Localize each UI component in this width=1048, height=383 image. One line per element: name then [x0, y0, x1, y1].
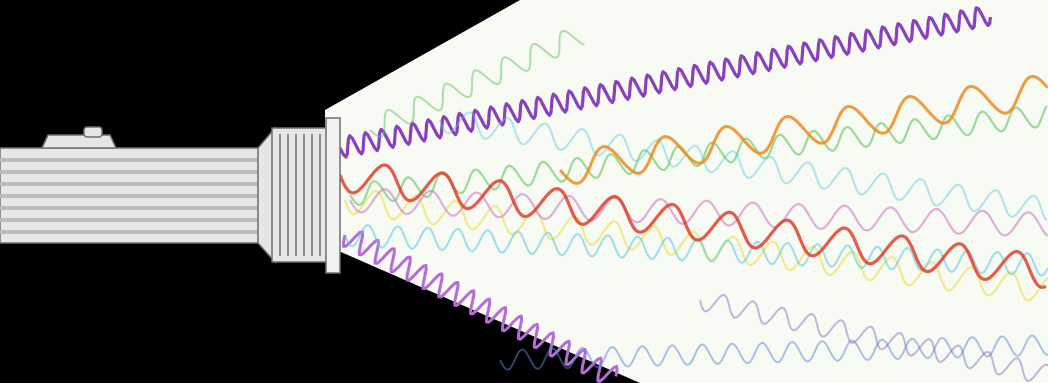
flashlight-lens — [325, 117, 341, 274]
indigo-wave — [699, 293, 1048, 382]
orange-wave — [558, 75, 1048, 185]
grip-stripe — [0, 170, 258, 174]
magenta-wave — [349, 188, 1048, 237]
switch-knob — [83, 126, 103, 138]
handle-grip-stripes — [0, 158, 258, 234]
yellow-wave — [343, 189, 1048, 302]
purple-wave — [342, 230, 619, 383]
head-ribs — [279, 134, 321, 256]
grip-stripe — [0, 194, 258, 198]
grip-stripe — [0, 218, 258, 222]
blue-wave — [499, 334, 1048, 371]
violet-wave — [338, 6, 992, 159]
light-beam — [325, 0, 1048, 383]
grip-stripe — [0, 158, 258, 162]
red-wave — [338, 163, 1047, 289]
grip-stripe — [0, 206, 258, 210]
flashlight-switch — [40, 134, 118, 149]
flashlight — [0, 117, 341, 274]
flashlight-head — [271, 127, 333, 263]
green-wave — [369, 29, 585, 138]
wave-group — [338, 6, 1048, 383]
cyan-wave — [439, 111, 1048, 222]
grip-stripe — [0, 182, 258, 186]
grip-stripe — [0, 230, 258, 234]
